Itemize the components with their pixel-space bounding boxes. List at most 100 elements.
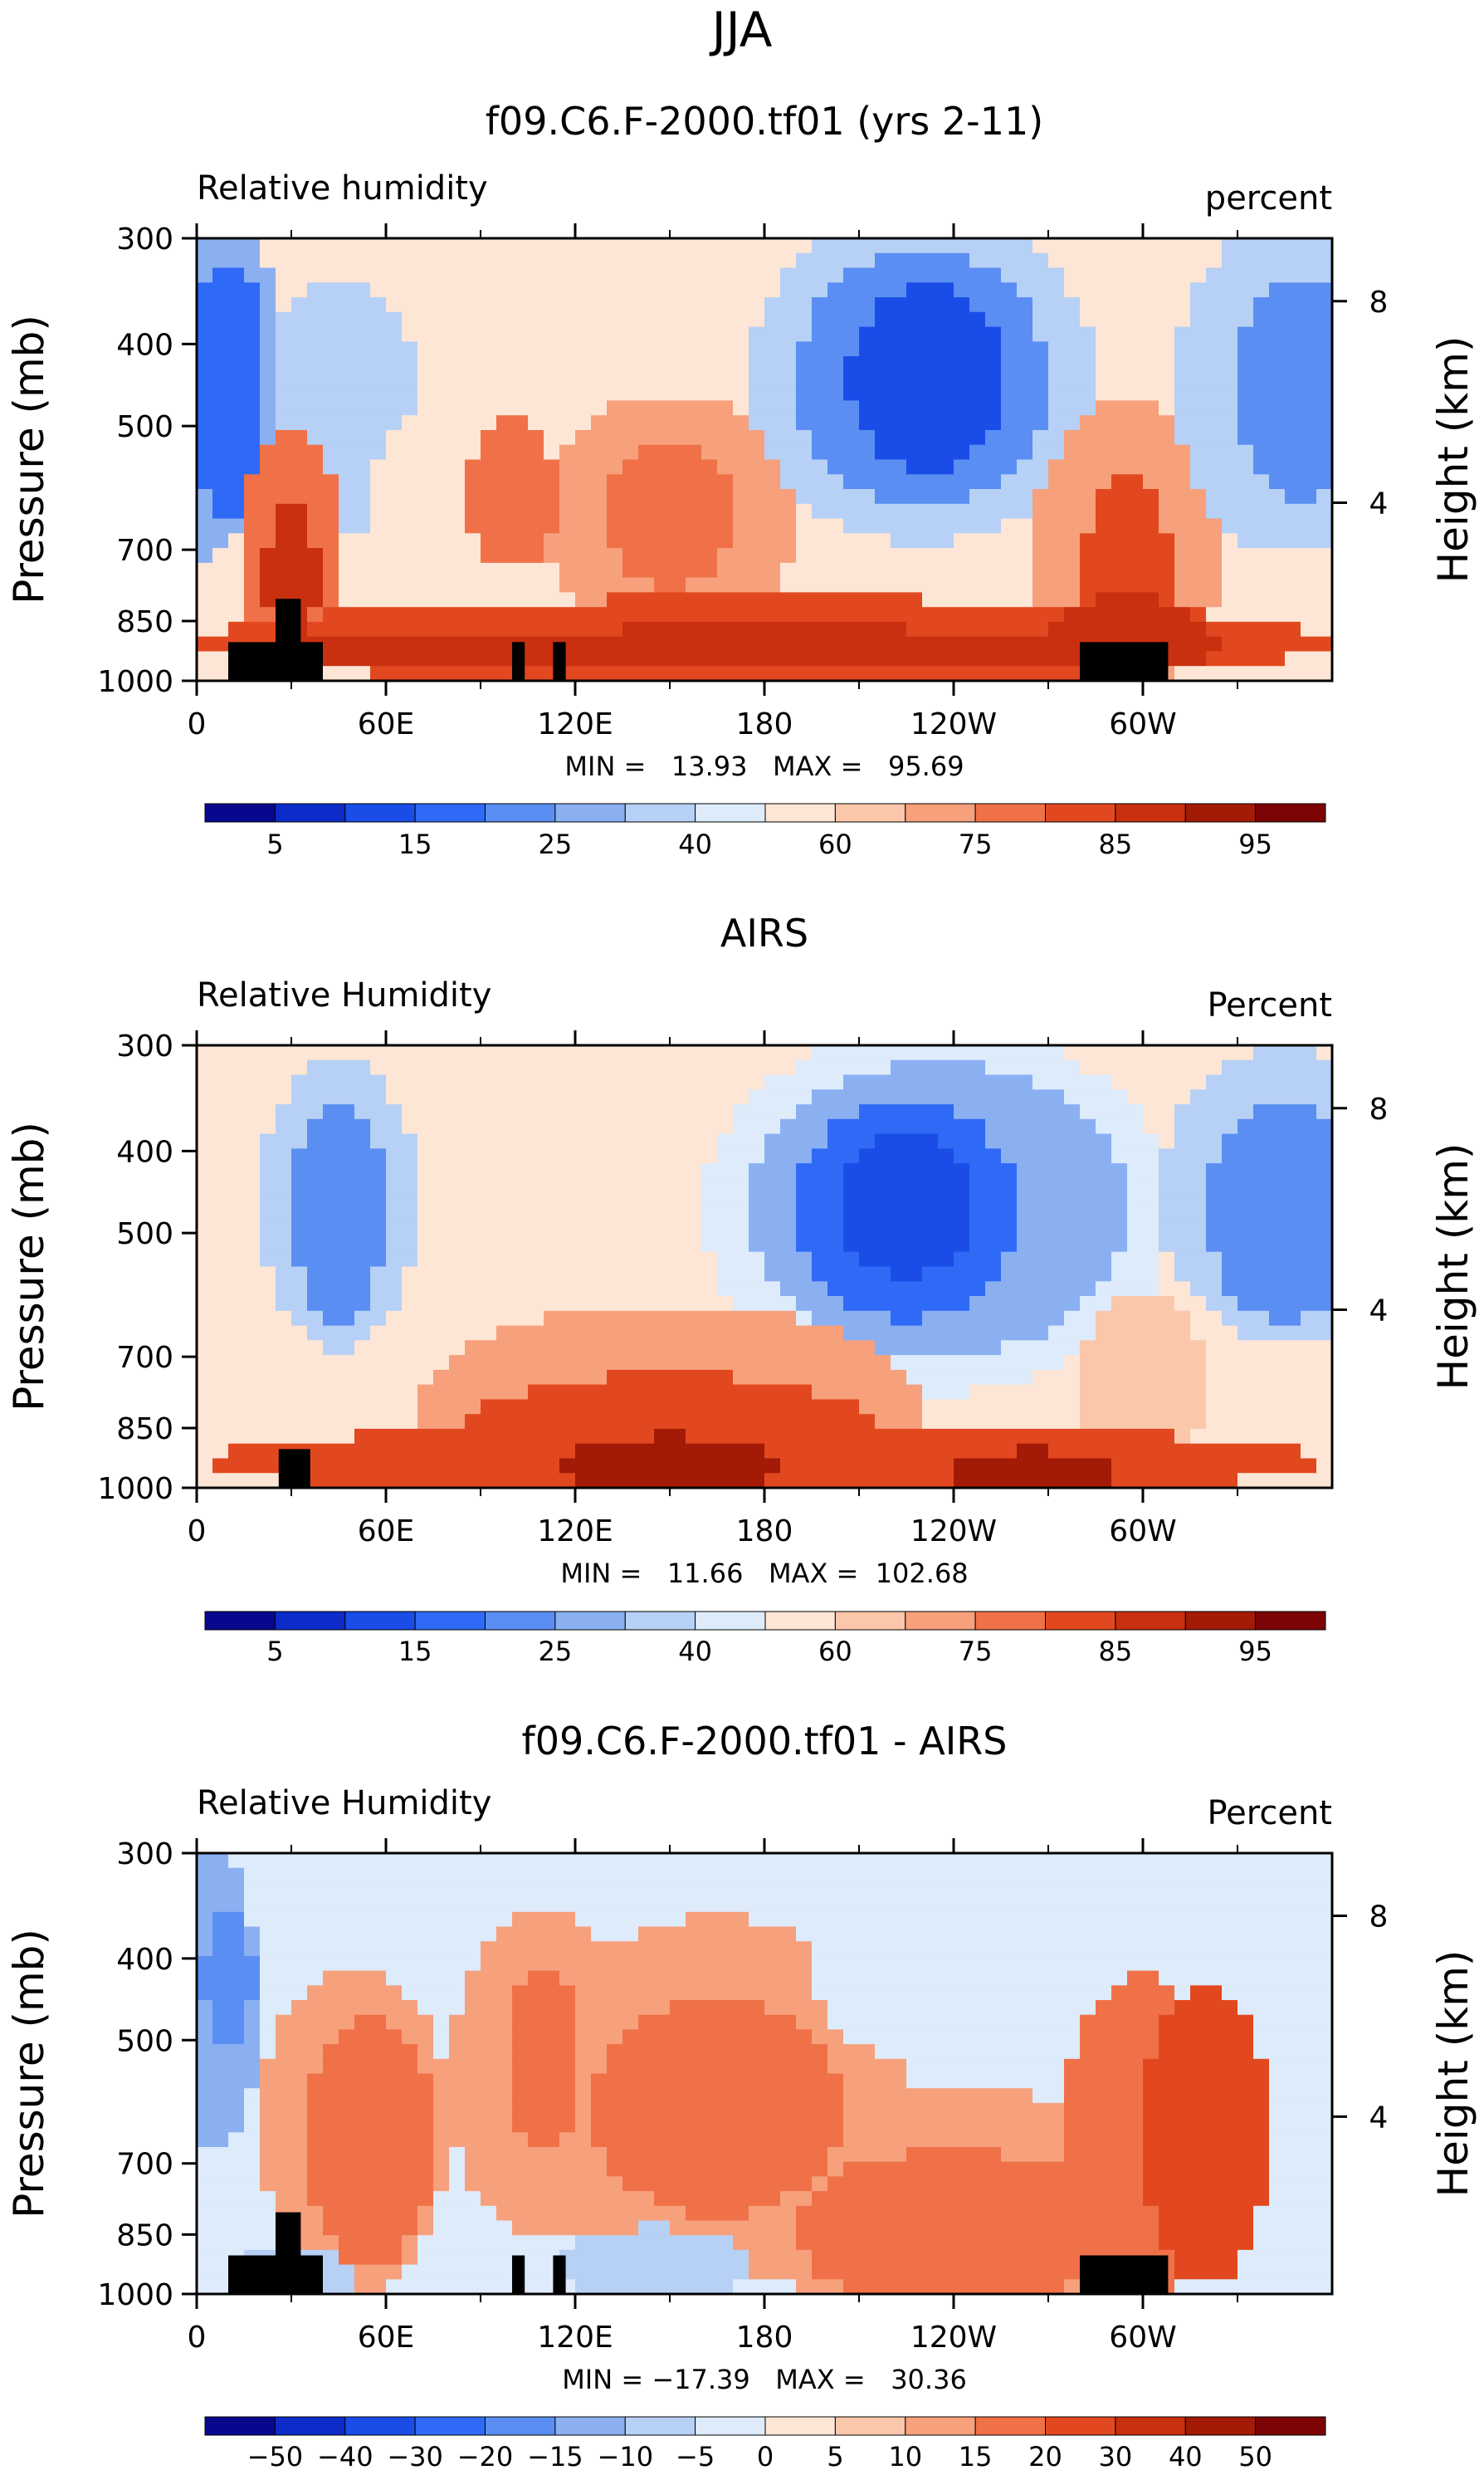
contour-cell — [244, 1399, 261, 1415]
x-tick-label: 60E — [358, 707, 415, 741]
contour-cell — [465, 252, 481, 269]
contour-cell — [260, 621, 276, 638]
contour-cell — [212, 1104, 229, 1120]
contour-cell — [591, 1369, 608, 1386]
contour-cell — [1174, 592, 1191, 608]
contour-cell — [843, 459, 860, 475]
contour-cell — [370, 370, 387, 387]
contour-cell — [701, 430, 718, 446]
contour-cell — [749, 1074, 765, 1090]
contour-cell — [827, 1310, 844, 1327]
contour-cell — [291, 2102, 308, 2119]
contour-cell — [938, 548, 954, 564]
contour-cell — [1127, 1118, 1144, 1135]
contour-cell — [1017, 1059, 1033, 1076]
contour-cell — [654, 577, 671, 593]
contour-cell — [780, 1177, 797, 1194]
contour-cell — [1143, 430, 1159, 446]
contour-cell — [891, 1384, 907, 1400]
contour-cell — [622, 1473, 639, 1489]
contour-cell — [638, 1296, 655, 1312]
contour-cell — [1301, 592, 1317, 608]
contour-cell — [749, 400, 765, 416]
contour-cell — [954, 666, 970, 682]
contour-cell — [638, 666, 655, 682]
contour-cell — [276, 2147, 292, 2163]
contour-cell — [1269, 459, 1286, 475]
contour-cell — [1316, 562, 1333, 579]
contour-cell — [1096, 400, 1112, 416]
contour-cell — [1064, 1428, 1081, 1445]
contour-cell — [323, 607, 339, 623]
contour-cell — [465, 297, 481, 313]
contour-cell — [528, 1192, 544, 1209]
contour-cell — [1064, 1473, 1081, 1489]
contour-cell — [591, 326, 608, 342]
contour-cell — [544, 1104, 560, 1120]
contour-cell — [686, 1118, 702, 1135]
contour-cell — [512, 1355, 529, 1371]
contour-cell — [1064, 415, 1081, 431]
contour-cell — [1174, 1237, 1191, 1253]
contour-cell — [969, 252, 986, 269]
contour-cell — [354, 1266, 371, 1282]
contour-cell — [481, 1192, 497, 1209]
contour-cell — [276, 252, 292, 269]
contour-cell — [906, 503, 923, 520]
contour-cell — [812, 666, 828, 682]
contour-cell — [417, 1251, 434, 1268]
contour-cell — [575, 489, 592, 505]
contour-cell — [1301, 444, 1317, 461]
contour-cell — [244, 1926, 261, 1942]
contour-cell — [1253, 1458, 1270, 1474]
contour-cell — [1048, 1369, 1065, 1386]
contour-cell — [906, 518, 923, 534]
contour-cell — [465, 1414, 481, 1430]
contour-cell — [654, 562, 671, 579]
contour-cell — [780, 238, 797, 254]
contour-cell — [212, 2088, 229, 2104]
contour-cell — [481, 592, 497, 608]
contour-cell — [922, 1237, 939, 1253]
contour-cell — [749, 1089, 765, 1105]
contour-cell — [1301, 1443, 1317, 1460]
colorbar-swatch — [905, 803, 976, 823]
contour-cell — [291, 548, 308, 564]
contour-cell — [1143, 1296, 1159, 1312]
contour-cell — [985, 1177, 1002, 1194]
contour-cell — [339, 2102, 355, 2119]
contour-cell — [354, 577, 371, 593]
contour-cell — [228, 1089, 245, 1105]
contour-cell — [575, 1074, 592, 1090]
contour-cell — [449, 2102, 466, 2119]
contour-cell — [1048, 1443, 1065, 1460]
contour-cell — [1253, 1177, 1270, 1194]
contour-cell — [1237, 430, 1254, 446]
contour-cell — [701, 1443, 718, 1460]
contour-cell — [339, 341, 355, 357]
contour-cell — [1222, 311, 1238, 328]
contour-cell — [1174, 1207, 1191, 1223]
contour-cell — [843, 503, 860, 520]
contour-cell — [575, 267, 592, 283]
contour-cell — [1159, 1428, 1175, 1445]
contour-cell — [339, 238, 355, 254]
contour-cell — [528, 1045, 544, 1061]
contour-cell — [386, 592, 403, 608]
contour-cell — [481, 1074, 497, 1090]
contour-cell — [544, 1296, 560, 1312]
contour-cell — [891, 1163, 907, 1179]
contour-cell — [512, 1059, 529, 1076]
contour-cell — [291, 1355, 308, 1371]
contour-cell — [670, 1059, 686, 1076]
contour-cell — [244, 621, 261, 638]
contour-cell — [906, 489, 923, 505]
contour-cell — [749, 297, 765, 313]
contour-cell — [433, 1148, 450, 1164]
contour-cell — [1080, 1074, 1096, 1090]
contour-cell — [1032, 651, 1049, 667]
contour-cell — [307, 1414, 324, 1430]
contour-cell — [512, 474, 529, 490]
contour-cell — [544, 1207, 560, 1223]
contour-cell — [922, 252, 939, 269]
